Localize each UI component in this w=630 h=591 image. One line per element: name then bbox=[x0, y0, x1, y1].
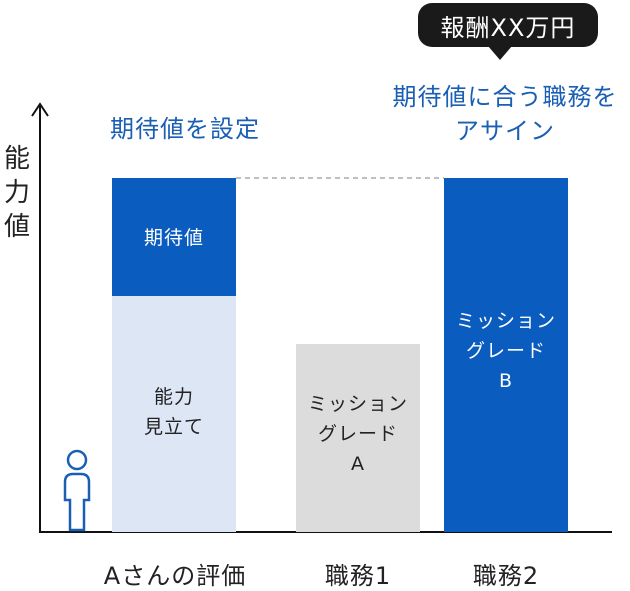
bar-ability-estimate: 能力 見立て bbox=[112, 296, 236, 532]
bar-job1-line2: グレード bbox=[317, 423, 398, 445]
right-annotation-line2: アサイン bbox=[455, 117, 555, 145]
bar-job2-label: ミッション グレード B bbox=[444, 306, 568, 396]
bar-ability-line2: 見立て bbox=[143, 416, 204, 438]
bar-job2-line2: グレード bbox=[465, 340, 546, 362]
bar-job2-line1: ミッション bbox=[455, 310, 556, 332]
x-label-a-evaluation: Aさんの評価 bbox=[103, 562, 247, 590]
salary-bubble-text: 報酬XX万円 bbox=[440, 13, 576, 42]
bar-ability-line1: 能力 bbox=[153, 386, 194, 408]
x-label-job1: 職務1 bbox=[324, 562, 392, 590]
bar-job1-line1: ミッション bbox=[307, 393, 408, 415]
bar-job2: ミッション グレード B bbox=[444, 178, 568, 532]
bar-job1-line3: A bbox=[351, 453, 365, 475]
bar-expected-value-label: 期待値 bbox=[143, 227, 204, 249]
person-icon bbox=[63, 449, 91, 532]
right-annotation-line1: 期待値に合う職務を bbox=[392, 83, 618, 111]
right-annotation: 期待値に合う職務を アサイン bbox=[360, 80, 630, 148]
left-annotation: 期待値を設定 bbox=[80, 112, 290, 146]
y-axis-arrow bbox=[31, 102, 49, 117]
salary-bubble-tail bbox=[488, 46, 512, 60]
bar-job1-label: ミッション グレード A bbox=[296, 389, 420, 479]
bar-job1: ミッション グレード A bbox=[296, 344, 420, 532]
y-axis-label-char: 値 bbox=[3, 212, 30, 242]
salary-bubble: 報酬XX万円 bbox=[418, 3, 598, 47]
y-axis-label-char: 能 bbox=[3, 144, 30, 174]
bar-ability-estimate-label: 能力 見立て bbox=[112, 382, 236, 442]
y-axis-label-char: 力 bbox=[3, 178, 30, 208]
x-label-job2: 職務2 bbox=[472, 562, 540, 590]
y-axis-label: 能 力 値 bbox=[2, 142, 32, 244]
left-annotation-text: 期待値を設定 bbox=[110, 115, 260, 143]
bar-expected-value: 期待値 bbox=[112, 178, 236, 296]
bar-job2-line3: B bbox=[498, 370, 514, 392]
